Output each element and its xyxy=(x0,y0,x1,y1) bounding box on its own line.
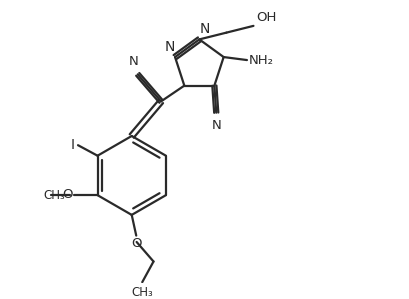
Text: O: O xyxy=(131,237,142,250)
Text: OH: OH xyxy=(256,11,276,24)
Text: NH₂: NH₂ xyxy=(249,54,274,67)
Text: CH₃: CH₃ xyxy=(131,286,153,299)
Text: CH₃: CH₃ xyxy=(43,189,65,202)
Text: O: O xyxy=(63,188,73,201)
Text: N: N xyxy=(164,40,174,54)
Text: N: N xyxy=(128,55,138,68)
Text: N: N xyxy=(199,22,209,36)
Text: N: N xyxy=(211,119,220,132)
Text: I: I xyxy=(71,138,75,152)
